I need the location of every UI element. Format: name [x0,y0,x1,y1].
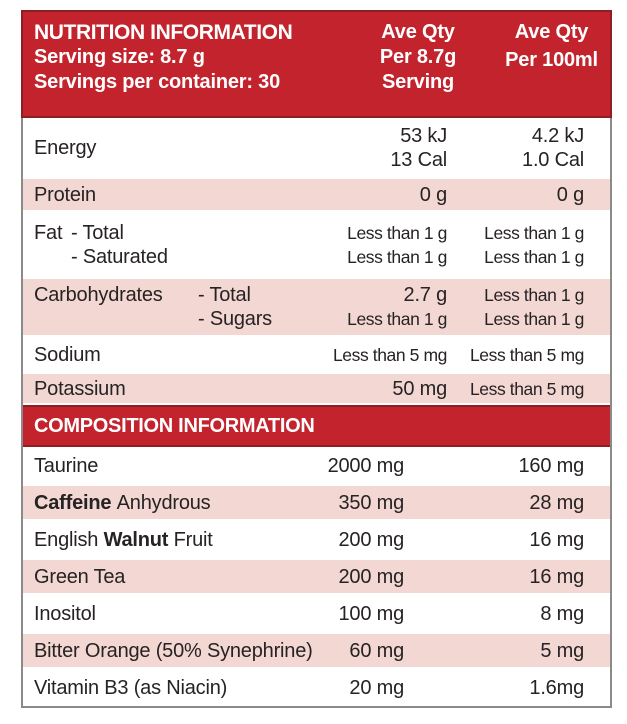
per-serving-value: 60 mg [349,639,404,662]
nutrition-header: NUTRITION INFORMATION Serving size: 8.7 … [21,10,612,118]
nutrition-row: Carbohydrates - Total - Sugars 2.7 g Less … [23,277,610,337]
nutrient-name: Energy [34,136,97,159]
nutrient-label-cell: Potassium [23,374,303,403]
composition-row: Taurine 2000 mg 160 mg [23,447,610,484]
per-100ml-value: Less than 1 g Less than 1 g [484,222,584,267]
servings-per-container-text: Servings per container: 30 [34,71,281,93]
per-100ml-value: Less than 5 mg [469,344,584,365]
ingredient-name: English Walnut Fruit [34,528,213,551]
composition-title: COMPOSITION INFORMATION [34,414,315,437]
per-100ml-value: 160 mg [518,454,584,477]
per-100ml-heading-line: Per 100ml [505,49,598,71]
nutrition-header-left: NUTRITION INFORMATION Serving size: 8.7 … [23,20,343,116]
per-100ml-value: 16 mg [529,565,584,588]
per-serving-heading-line: Ave Qty [381,21,455,43]
nutrient-name: Carbohydrates [34,284,163,306]
serving-size-text: Serving size: 8.7 g [34,46,205,68]
ingredient-name: Green Tea [34,565,126,588]
per-serving-value: 100 mg [338,602,404,625]
nutrient-label-cell: Carbohydrates - Total - Sugars [23,279,303,335]
per-100ml-value: 0 g [556,183,584,206]
nutrient-name: Potassium [34,377,126,400]
composition-rows: Taurine 2000 mg 160 mg Caffeine Anhydrou… [23,447,610,706]
per-100ml-value: 8 mg [540,602,584,625]
ingredient-name: Inositol [34,602,96,625]
panel-title: NUTRITION INFORMATION [34,21,293,44]
per-100ml-value: 16 mg [529,528,584,551]
per-serving-value: 200 mg [338,565,404,588]
nutrient-name: Fat [34,221,63,244]
nutrient-label-cell: Protein [23,179,303,210]
ingredient-label-cell: Green Tea [23,560,303,593]
per-serving-value: 0 g [419,183,447,206]
nutrient-label-cell: Energy [23,118,303,177]
nutrient-label-cell: Fat - Total - Saturated [23,212,303,277]
composition-row: Caffeine Anhydrous 350 mg 28 mg [23,484,610,521]
per-serving-value: 53 kJ 13 Cal [390,124,447,171]
composition-header: COMPOSITION INFORMATION [23,405,610,447]
per-serving-value: Less than 5 mg [332,344,447,365]
per-serving-value: 2.7 g Less than 1 g [347,284,447,329]
ingredient-label-cell: Taurine [23,447,303,484]
per-serving-heading-line: Per 8.7g [379,46,457,68]
composition-row: Inositol 100 mg 8 mg [23,595,610,632]
per-100ml-value: Less than 1 g Less than 1 g [484,285,584,329]
per-serving-value: 50 mg [392,377,447,400]
per-serving-value: Less than 1 g Less than 1 g [347,222,447,267]
per-serving-value: 2000 mg [327,454,405,477]
ingredient-label-cell: Vitamin B3 (as Niacin) [23,669,303,706]
ingredient-name: Bitter Orange (50% Synephrine) [34,639,313,662]
per-serving-value: 20 mg [349,676,404,699]
per-100ml-value: 1.6mg [529,676,584,699]
nutrition-row: Energy 53 kJ 13 Cal 4.2 kJ 1.0 Cal [23,118,610,177]
nutrient-name: Protein [34,183,96,206]
nutrition-table-body: Energy 53 kJ 13 Cal 4.2 kJ 1.0 Cal Protein… [21,118,612,708]
ingredient-label-cell: English Walnut Fruit [23,521,303,558]
per-100ml-value: Less than 5 mg [469,378,584,399]
ingredient-name: Caffeine Anhydrous [34,491,211,514]
column-heading-per-serving: Ave Qty Per 8.7g Serving [343,20,493,116]
per-serving-heading-line: Serving [382,71,454,93]
per-100ml-value: 5 mg [540,639,584,662]
composition-row: Green Tea 200 mg 16 mg [23,558,610,595]
per-100ml-value: 28 mg [529,491,584,514]
composition-row: English Walnut Fruit 200 mg 16 mg [23,521,610,558]
nutrient-sublabels: - Total - Sugars [198,284,272,330]
per-serving-value: 200 mg [338,528,404,551]
ingredient-label-cell: Inositol [23,595,303,632]
nutrition-row: Potassium 50 mg Less than 5 mg [23,372,610,405]
nutrient-sublabels: - Total - Saturated [71,221,168,268]
nutrition-row: Protein 0 g 0 g [23,177,610,212]
nutrition-row: Fat - Total - Saturated Less than 1 g Less… [23,212,610,277]
nutrient-label-cell: Sodium [23,337,303,372]
per-serving-value: 350 mg [338,491,404,514]
per-100ml-heading-line: Ave Qty [514,21,589,43]
column-heading-per-100ml: Ave Qty Per 100ml [493,20,610,116]
per-100ml-value: 4.2 kJ 1.0 Cal [522,124,584,171]
nutrition-row: Sodium Less than 5 mg Less than 5 mg [23,337,610,372]
composition-row: Bitter Orange (50% Synephrine) 60 mg 5 m… [23,632,610,669]
nutrition-rows: Energy 53 kJ 13 Cal 4.2 kJ 1.0 Cal Protein… [23,118,610,405]
ingredient-label-cell: Caffeine Anhydrous [23,486,303,519]
nutrient-name: Sodium [34,343,101,366]
ingredient-label-cell: Bitter Orange (50% Synephrine) [23,634,313,667]
ingredient-name: Taurine [34,454,99,477]
composition-row: Vitamin B3 (as Niacin) 20 mg 1.6mg [23,669,610,706]
nutrition-label-panel: NUTRITION INFORMATION Serving size: 8.7 … [21,10,612,708]
ingredient-name: Vitamin B3 (as Niacin) [34,676,228,699]
